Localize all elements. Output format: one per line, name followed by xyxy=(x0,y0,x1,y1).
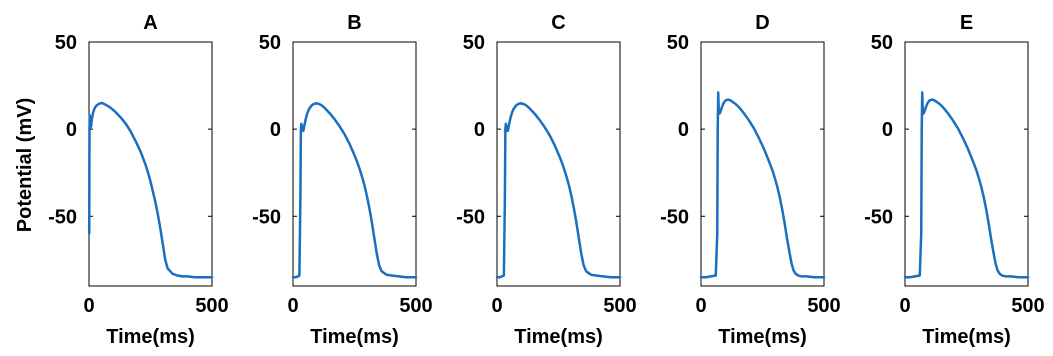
x-axis-label: Time(ms) xyxy=(106,326,195,348)
x-axis-label: Time(ms) xyxy=(310,326,399,348)
y-tick-label: 0 xyxy=(882,119,893,141)
x-axis-label: Time(ms) xyxy=(514,326,603,348)
x-tick-label: 0 xyxy=(695,295,706,317)
x-tick-label: 500 xyxy=(807,295,840,317)
x-tick-label: 0 xyxy=(491,295,502,317)
series-line xyxy=(699,91,826,279)
series-line xyxy=(291,102,418,279)
y-tick-label: 50 xyxy=(667,32,689,54)
x-tick-label: 0 xyxy=(899,295,910,317)
y-tick-label: -50 xyxy=(660,206,689,228)
x-tick-label: 500 xyxy=(399,295,432,317)
y-tick-label: 0 xyxy=(678,119,689,141)
y-tick-label: -50 xyxy=(48,206,77,228)
x-tick-label: 0 xyxy=(287,295,298,317)
plot-frame xyxy=(700,41,825,287)
panel-title: C xyxy=(551,12,565,34)
y-tick-label: -50 xyxy=(252,206,281,228)
x-axis-label: Time(ms) xyxy=(718,326,807,348)
plot-frame xyxy=(292,41,417,287)
x-tick-label: 500 xyxy=(603,295,636,317)
plot-frame xyxy=(496,41,621,287)
panel-title: E xyxy=(960,12,973,34)
series-line xyxy=(495,102,622,279)
plot-frame xyxy=(904,41,1029,287)
series-line xyxy=(88,101,214,279)
panel-title: A xyxy=(143,12,157,34)
y-tick-label: 0 xyxy=(474,119,485,141)
x-tick-label: 0 xyxy=(83,295,94,317)
y-tick-label: 50 xyxy=(871,32,893,54)
y-tick-label: -50 xyxy=(456,206,485,228)
y-tick-label: 50 xyxy=(463,32,485,54)
x-tick-label: 500 xyxy=(1011,295,1044,317)
figure-ylabel: Potential (mV) xyxy=(14,98,36,232)
plot-frame xyxy=(88,41,213,287)
x-tick-label: 500 xyxy=(195,295,228,317)
panel-title: D xyxy=(755,12,769,34)
y-tick-label: -50 xyxy=(864,206,893,228)
y-tick-label: 50 xyxy=(259,32,281,54)
x-axis-label: Time(ms) xyxy=(922,326,1011,348)
panel-title: B xyxy=(347,12,361,34)
y-tick-label: 50 xyxy=(55,32,77,54)
series-line xyxy=(903,91,1030,279)
y-tick-label: 0 xyxy=(66,119,77,141)
y-tick-label: 0 xyxy=(270,119,281,141)
